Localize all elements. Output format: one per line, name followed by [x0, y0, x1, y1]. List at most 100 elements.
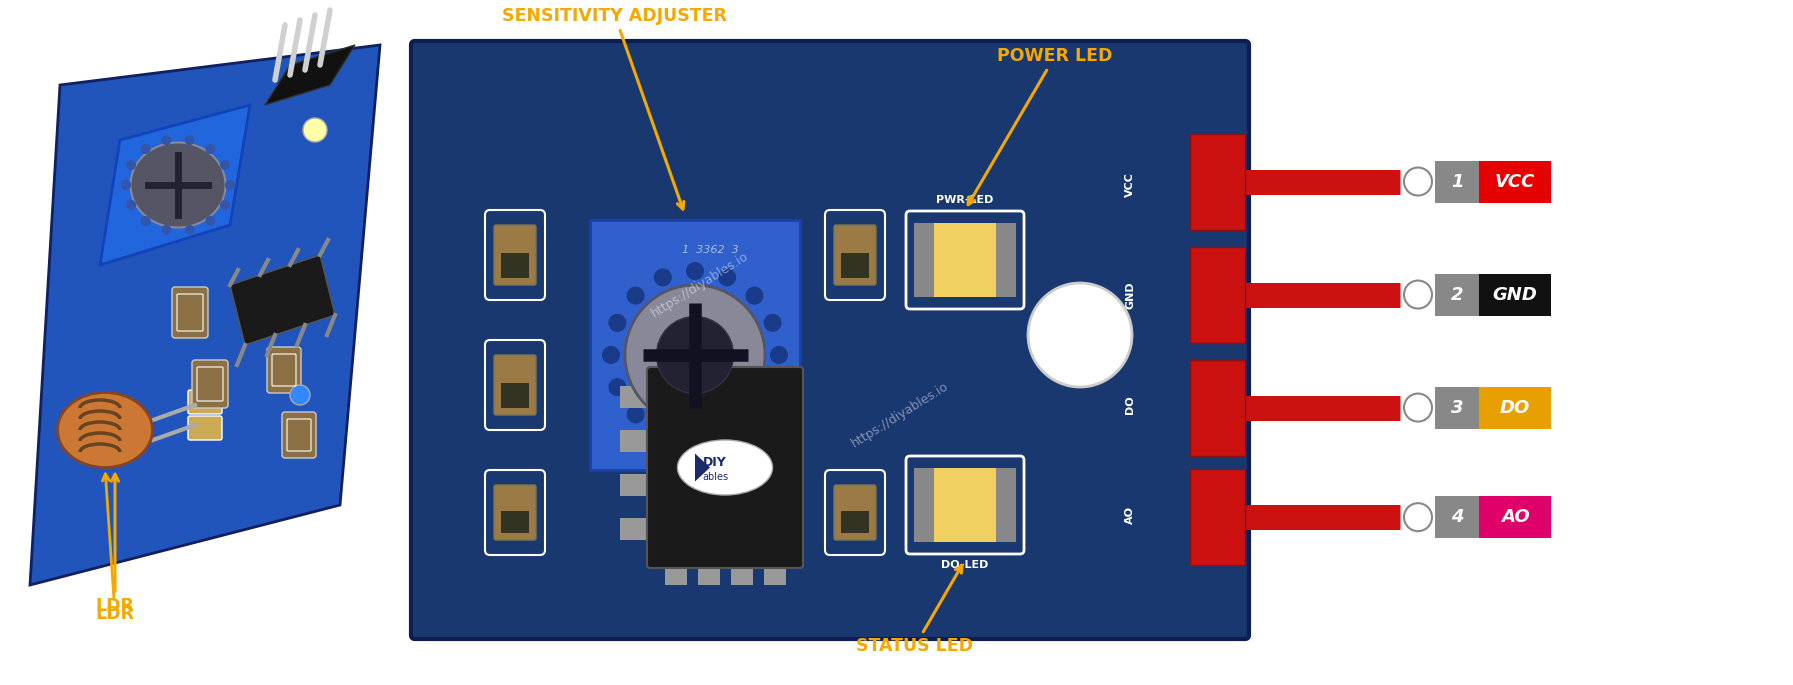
FancyBboxPatch shape	[995, 468, 1017, 542]
FancyBboxPatch shape	[500, 383, 529, 408]
FancyBboxPatch shape	[1479, 386, 1551, 429]
Circle shape	[764, 378, 782, 396]
FancyBboxPatch shape	[495, 355, 536, 415]
FancyBboxPatch shape	[1479, 273, 1551, 316]
Ellipse shape	[57, 393, 152, 467]
FancyBboxPatch shape	[590, 220, 800, 470]
FancyBboxPatch shape	[995, 223, 1017, 297]
Text: DO: DO	[1501, 399, 1529, 416]
Circle shape	[120, 180, 131, 190]
Circle shape	[1404, 503, 1433, 531]
FancyBboxPatch shape	[500, 253, 529, 278]
Circle shape	[303, 118, 326, 142]
FancyBboxPatch shape	[495, 485, 536, 540]
Circle shape	[687, 262, 705, 280]
Circle shape	[769, 346, 787, 364]
Text: PWR-LED: PWR-LED	[936, 195, 993, 205]
Text: VCC: VCC	[1124, 173, 1135, 197]
Circle shape	[1404, 168, 1433, 195]
FancyBboxPatch shape	[647, 367, 803, 568]
Text: GND: GND	[1124, 281, 1135, 309]
FancyBboxPatch shape	[841, 253, 870, 278]
Circle shape	[746, 406, 764, 423]
Text: https://diyables.io: https://diyables.io	[850, 379, 950, 450]
Text: AO: AO	[1501, 508, 1529, 526]
FancyBboxPatch shape	[1434, 160, 1479, 203]
Circle shape	[1404, 281, 1433, 308]
Ellipse shape	[678, 440, 773, 495]
FancyBboxPatch shape	[411, 41, 1250, 639]
Circle shape	[626, 286, 645, 305]
Circle shape	[140, 144, 151, 154]
FancyBboxPatch shape	[267, 347, 301, 393]
Circle shape	[290, 385, 310, 405]
FancyBboxPatch shape	[764, 565, 785, 585]
FancyBboxPatch shape	[914, 223, 934, 297]
FancyBboxPatch shape	[1479, 496, 1551, 538]
FancyBboxPatch shape	[1191, 360, 1244, 456]
FancyBboxPatch shape	[495, 225, 536, 285]
Text: VCC: VCC	[1495, 173, 1535, 190]
Ellipse shape	[131, 142, 226, 227]
FancyBboxPatch shape	[1191, 469, 1244, 565]
FancyBboxPatch shape	[1434, 496, 1479, 538]
Circle shape	[126, 160, 136, 170]
FancyBboxPatch shape	[665, 565, 687, 585]
Text: POWER LED: POWER LED	[968, 47, 1113, 205]
FancyBboxPatch shape	[172, 287, 208, 338]
FancyBboxPatch shape	[192, 360, 228, 408]
Text: AO: AO	[1124, 506, 1135, 524]
Circle shape	[126, 200, 136, 210]
Circle shape	[608, 314, 626, 332]
FancyBboxPatch shape	[1479, 160, 1551, 203]
FancyBboxPatch shape	[697, 565, 721, 585]
FancyBboxPatch shape	[188, 416, 222, 440]
Circle shape	[687, 430, 705, 448]
Circle shape	[206, 144, 215, 154]
Circle shape	[719, 423, 737, 442]
Text: GND: GND	[1492, 286, 1537, 303]
Circle shape	[654, 269, 672, 286]
Text: 1: 1	[1451, 173, 1463, 190]
Text: DIY: DIY	[703, 456, 726, 469]
FancyBboxPatch shape	[620, 518, 651, 540]
FancyBboxPatch shape	[620, 386, 651, 408]
FancyBboxPatch shape	[188, 390, 222, 414]
Text: DO-LED: DO-LED	[941, 560, 988, 570]
Text: https://diyables.io: https://diyables.io	[649, 250, 751, 320]
Text: 3: 3	[1451, 399, 1463, 416]
Text: ables: ables	[701, 473, 728, 482]
Circle shape	[221, 160, 230, 170]
Circle shape	[656, 316, 733, 393]
Text: DO: DO	[1124, 396, 1135, 414]
Circle shape	[654, 423, 672, 442]
Circle shape	[764, 314, 782, 332]
Circle shape	[1404, 394, 1433, 421]
Circle shape	[626, 406, 645, 423]
Text: 4: 4	[1451, 508, 1463, 526]
FancyBboxPatch shape	[1434, 386, 1479, 429]
Circle shape	[185, 135, 195, 145]
Circle shape	[185, 225, 195, 235]
Text: 1  3362  3: 1 3362 3	[681, 245, 739, 255]
Polygon shape	[30, 45, 380, 585]
Circle shape	[1027, 283, 1131, 387]
FancyBboxPatch shape	[834, 225, 877, 285]
Polygon shape	[265, 45, 355, 105]
FancyBboxPatch shape	[934, 468, 995, 542]
FancyBboxPatch shape	[500, 511, 529, 533]
FancyBboxPatch shape	[834, 485, 877, 540]
FancyBboxPatch shape	[1191, 247, 1244, 342]
Circle shape	[161, 225, 172, 235]
Circle shape	[602, 346, 620, 364]
Circle shape	[608, 378, 626, 396]
Circle shape	[221, 200, 230, 210]
Text: 2: 2	[1451, 286, 1463, 303]
FancyBboxPatch shape	[914, 468, 934, 542]
Text: LDR: LDR	[95, 474, 134, 615]
FancyBboxPatch shape	[934, 223, 995, 297]
FancyBboxPatch shape	[620, 474, 651, 496]
Text: LDR: LDR	[95, 474, 134, 623]
Polygon shape	[230, 255, 335, 345]
Circle shape	[161, 135, 172, 145]
